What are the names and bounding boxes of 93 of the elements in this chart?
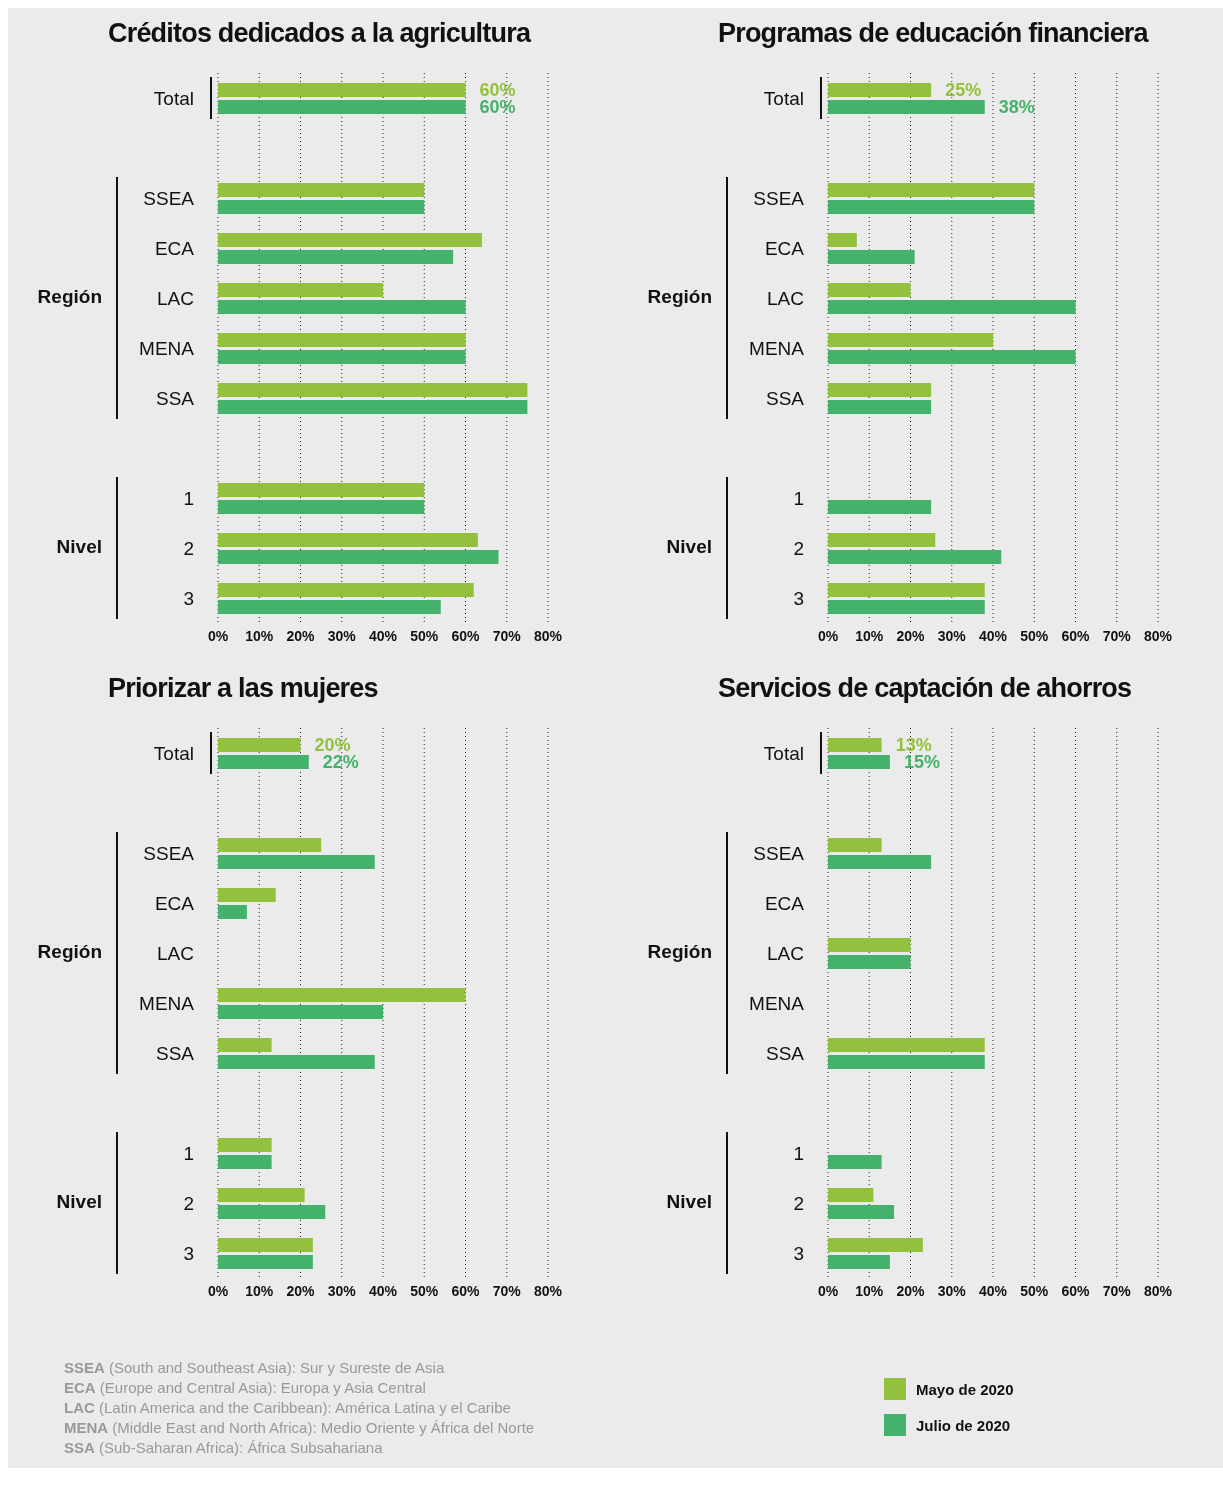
x-tick-label: 50%: [1020, 627, 1049, 644]
text: Región: [37, 286, 102, 308]
y-tick-label: LAC: [767, 942, 804, 964]
chart-title: Programas de educación financiera: [718, 18, 1150, 49]
y-tick-label: SSA: [155, 387, 195, 409]
x-tick-label: 20%: [286, 1282, 316, 1299]
y-tick-label: MENA: [139, 337, 195, 359]
x-tick-label: 20%: [896, 627, 926, 644]
x-tick-label: 30%: [937, 627, 967, 644]
y-tick-label: SSEA: [143, 187, 195, 209]
x-tick-label: 0%: [817, 627, 839, 644]
x-tick-label: 10%: [855, 1282, 884, 1299]
data-label: 25%: [945, 80, 982, 101]
y-tick-label: SSA: [155, 1042, 195, 1064]
text: SSEA (South and Southeast Asia): Sur y Sureste de Asia: [64, 1358, 446, 1378]
y-tick-label: ECA: [764, 892, 805, 914]
text: LAC (Latin America and the Caribbean): América Latina y el Caribe: [64, 1398, 512, 1418]
x-tick-label: 0%: [207, 627, 229, 644]
y-tick-label: 3: [793, 1242, 804, 1264]
x-tick-label: 30%: [937, 1282, 967, 1299]
y-tick-label: Total: [763, 87, 804, 109]
y-tick-label: ECA: [764, 237, 805, 259]
text: Región: [647, 286, 712, 308]
text: Región: [37, 941, 102, 963]
y-tick-label: 3: [183, 1242, 194, 1264]
x-tick-label: 20%: [286, 627, 316, 644]
chart-title: Servicios de captación de ahorros: [718, 673, 1133, 704]
x-tick-label: 40%: [978, 627, 1008, 644]
x-tick-label: 60%: [451, 1282, 481, 1299]
y-tick-label: SSA: [765, 1042, 805, 1064]
text: Nivel: [56, 1191, 102, 1213]
y-tick-label: SSEA: [753, 187, 805, 209]
x-tick-label: 80%: [533, 627, 563, 644]
x-tick-label: 60%: [451, 627, 481, 644]
text: MENA (Middle East and North Africa): Medio Oriente y África del Norte: [64, 1418, 536, 1438]
y-tick-label: 1: [793, 1142, 804, 1164]
y-tick-label: Total: [763, 742, 804, 764]
x-tick-label: 80%: [1143, 627, 1173, 644]
chart-title: Créditos dedicados a la agricultura: [108, 18, 532, 49]
x-tick-label: 80%: [533, 1282, 563, 1299]
chart-title: Priorizar a las mujeres: [108, 673, 379, 704]
y-tick-label: LAC: [767, 287, 804, 309]
y-tick-label: SSEA: [753, 842, 805, 864]
x-tick-label: 40%: [978, 1282, 1008, 1299]
text: Región: [647, 941, 712, 963]
y-tick-label: Total: [153, 742, 194, 764]
y-tick-label: Total: [153, 87, 194, 109]
legend-label: Mayo de 2020: [916, 1380, 1014, 1398]
y-tick-label: 3: [183, 587, 194, 609]
y-tick-label: LAC: [157, 287, 194, 309]
y-tick-label: 3: [793, 587, 804, 609]
y-tick-label: LAC: [157, 942, 194, 964]
y-tick-label: 2: [793, 1192, 804, 1214]
x-tick-label: 70%: [1102, 1282, 1132, 1299]
y-tick-label: ECA: [154, 237, 195, 259]
x-tick-label: 30%: [327, 627, 357, 644]
x-tick-label: 70%: [492, 627, 522, 644]
x-tick-label: 80%: [1143, 1282, 1173, 1299]
text: Nivel: [666, 536, 712, 558]
text: Nivel: [56, 536, 102, 558]
x-tick-label: 10%: [245, 1282, 274, 1299]
y-tick-label: 2: [793, 537, 804, 559]
y-tick-label: 1: [183, 487, 194, 509]
y-tick-label: MENA: [749, 337, 805, 359]
legend-label: Julio de 2020: [916, 1416, 1011, 1434]
data-label: 38%: [998, 97, 1035, 118]
x-tick-label: 50%: [410, 1282, 439, 1299]
x-tick-label: 50%: [410, 627, 439, 644]
text: Nivel: [666, 1191, 712, 1213]
x-tick-label: 10%: [855, 627, 884, 644]
y-tick-label: 1: [793, 487, 804, 509]
y-tick-label: SSA: [765, 387, 805, 409]
y-tick-label: 2: [183, 1192, 194, 1214]
y-tick-label: 2: [183, 537, 194, 559]
y-tick-label: MENA: [749, 992, 805, 1014]
x-tick-label: 60%: [1061, 627, 1091, 644]
x-tick-label: 70%: [1102, 627, 1132, 644]
y-tick-label: ECA: [154, 892, 195, 914]
x-tick-label: 0%: [817, 1282, 839, 1299]
y-tick-label: MENA: [139, 992, 195, 1014]
x-tick-label: 40%: [368, 627, 398, 644]
y-tick-label: 1: [183, 1142, 194, 1164]
x-tick-label: 10%: [245, 627, 274, 644]
x-tick-label: 60%: [1061, 1282, 1091, 1299]
text: ECA (Europe and Central Asia): Europa y Asia Central: [64, 1378, 427, 1398]
x-tick-label: 30%: [327, 1282, 357, 1299]
x-tick-label: 50%: [1020, 1282, 1049, 1299]
x-tick-label: 0%: [207, 1282, 229, 1299]
x-tick-label: 70%: [492, 1282, 522, 1299]
text: SSA (Sub-Saharan Africa): África Subsahariana: [64, 1438, 384, 1458]
x-tick-label: 20%: [896, 1282, 926, 1299]
x-tick-label: 40%: [368, 1282, 398, 1299]
y-tick-label: SSEA: [143, 842, 195, 864]
